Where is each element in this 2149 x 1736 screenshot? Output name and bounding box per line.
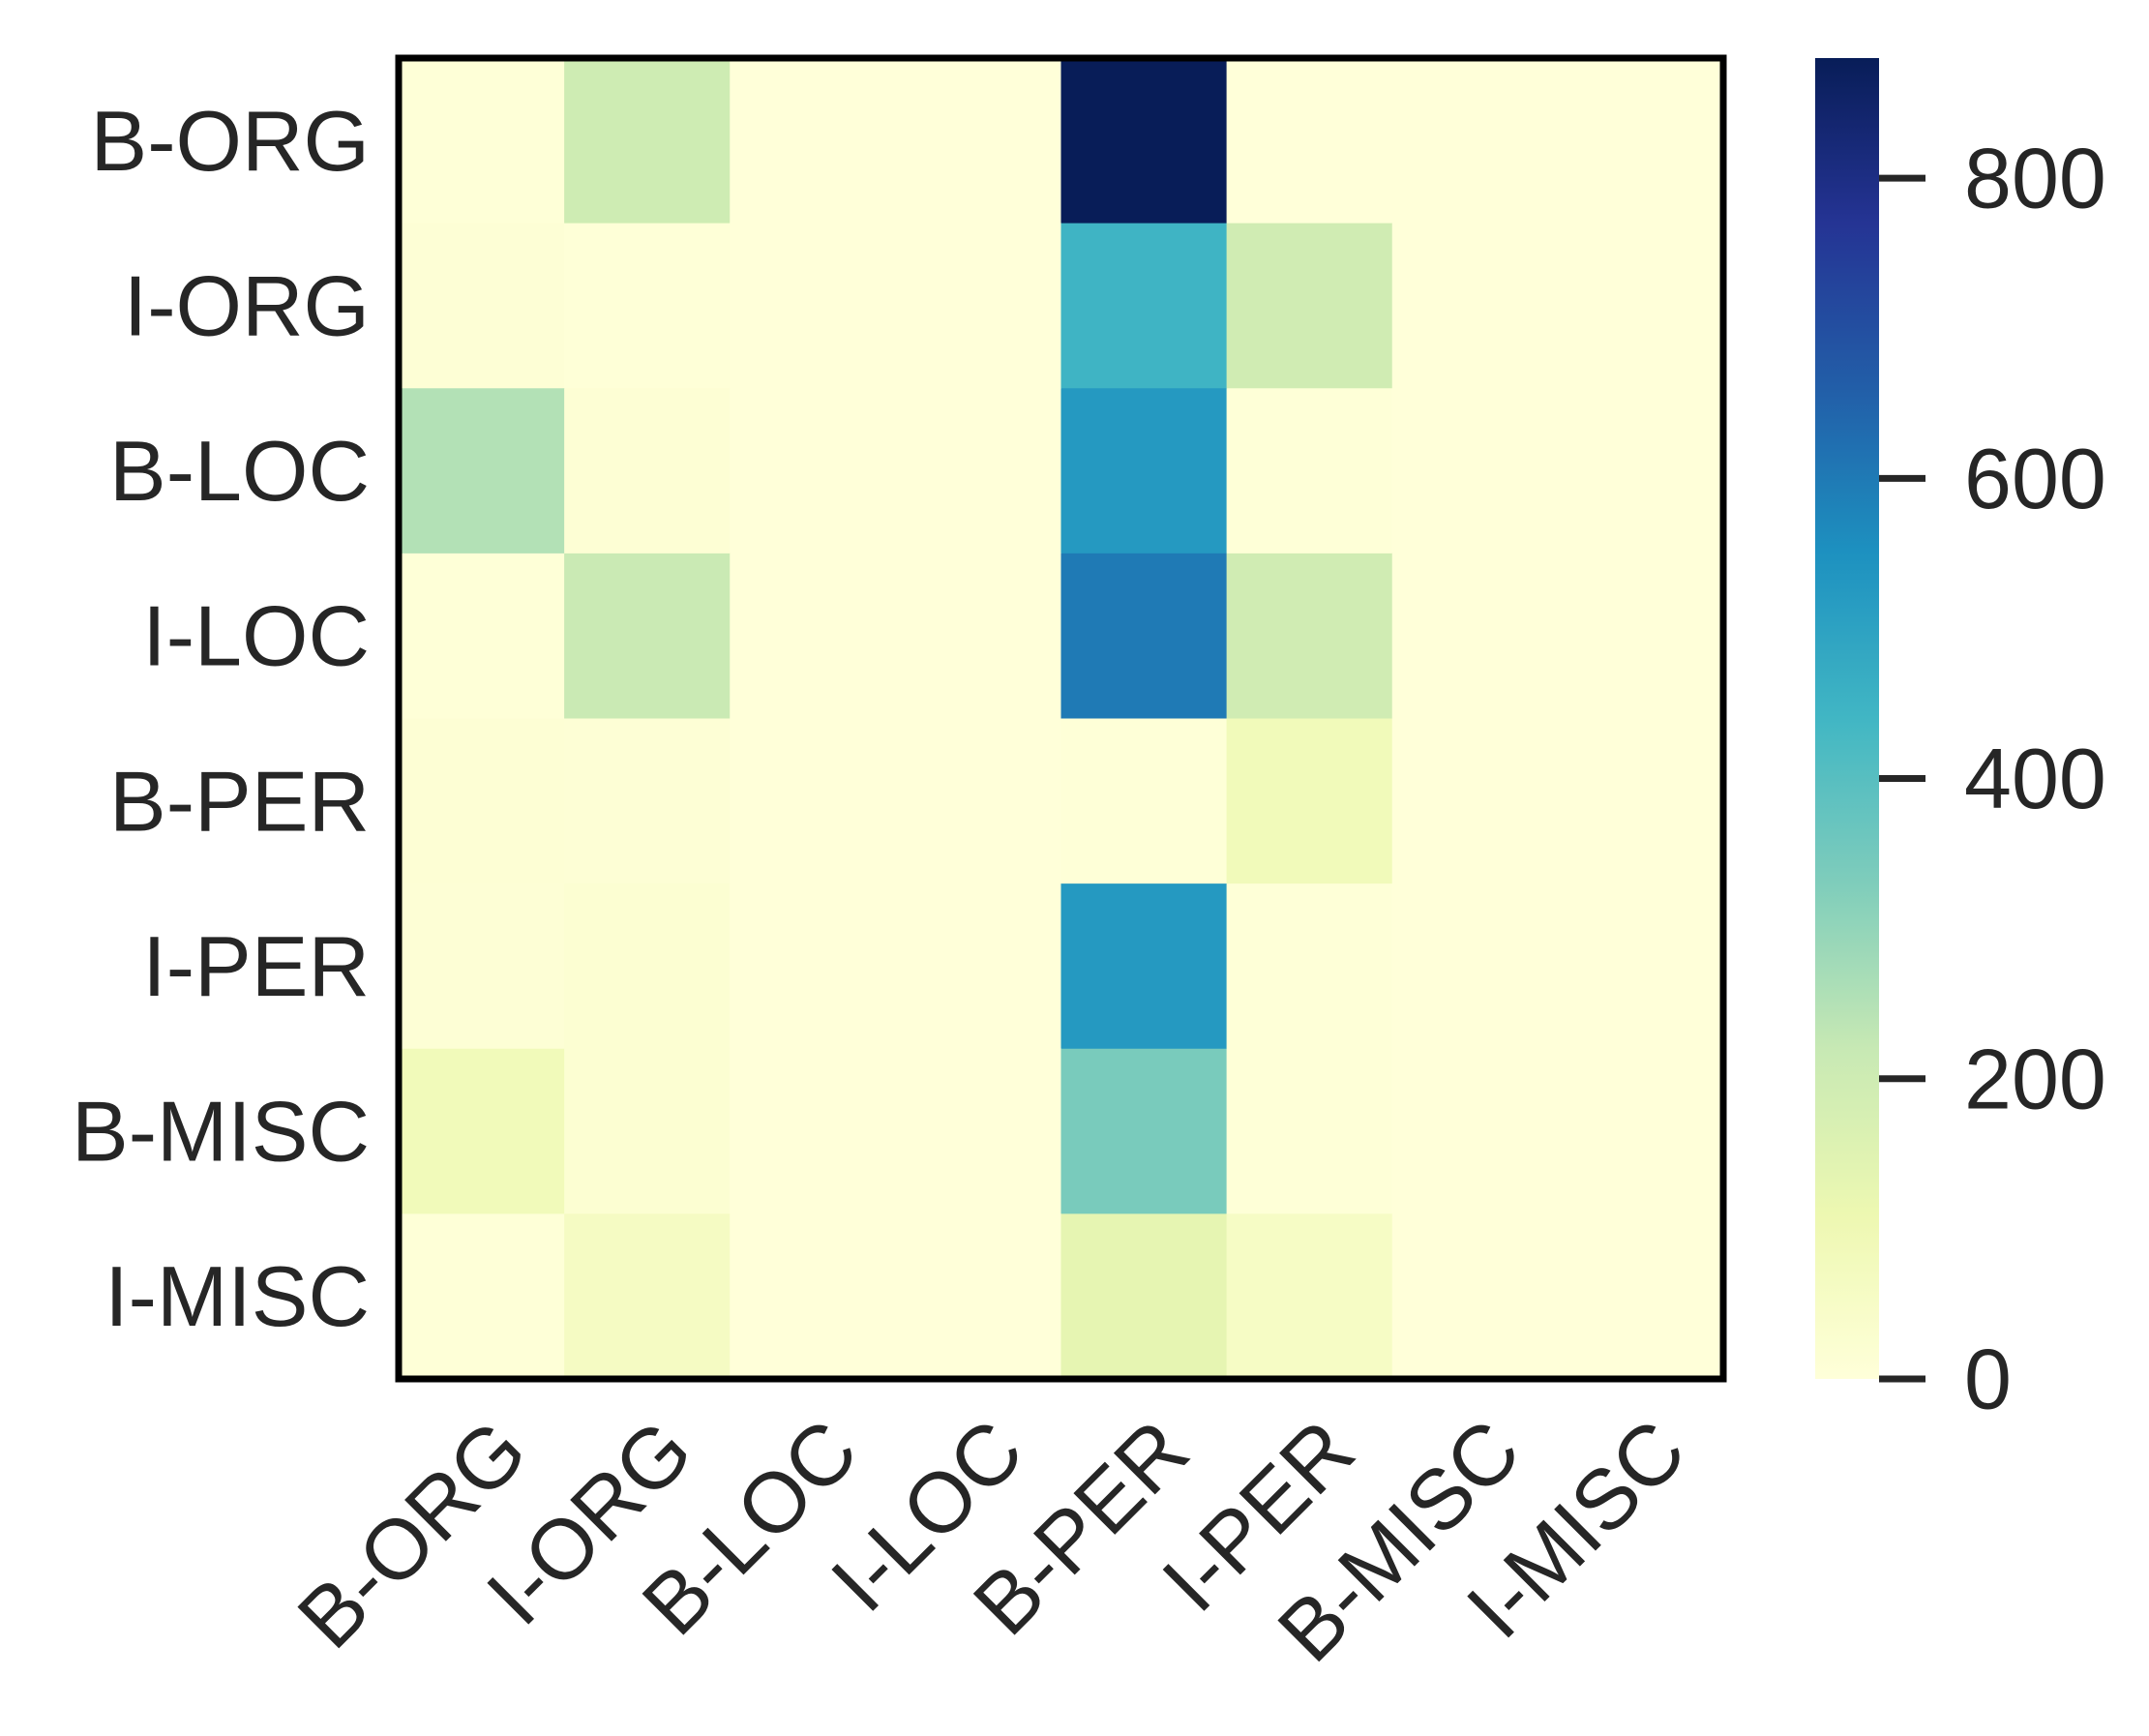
heatmap-cell [399,1048,565,1214]
heatmap-cell [895,883,1062,1050]
heatmap-cell [730,1213,896,1380]
heatmap-cell [1391,883,1559,1050]
heatmap-cell [1391,553,1559,720]
heatmap-cell [730,58,896,224]
heatmap-cell [730,883,896,1050]
heatmap-cell [1557,718,1724,884]
heatmap-cell [1226,883,1393,1050]
colorbar-tick-label: 400 [1964,731,2106,826]
heatmap-cell [1060,718,1228,884]
heatmap-cell [1391,1213,1559,1380]
heatmap-cell [1060,1213,1228,1380]
heatmap-cell [564,883,731,1050]
heatmap-cell [895,1213,1062,1380]
heatmap-cell [399,223,565,389]
colorbar-tick-label: 0 [1964,1332,2012,1427]
heatmap-cell [399,718,565,884]
heatmap-cell [1060,553,1228,720]
heatmap-cell [1060,58,1228,224]
heatmap-cells [399,58,1724,1380]
heatmap-cell [1226,718,1393,884]
colorbar-tick-label: 800 [1964,131,2106,226]
heatmap-cell [1060,223,1228,389]
heatmap-cell [895,718,1062,884]
heatmap-cell [730,388,896,554]
heatmap-cell [1557,223,1724,389]
y-tick-label: B-PER [109,753,370,849]
heatmap-cell [564,718,731,884]
heatmap-cell [1226,58,1393,224]
heatmap-cell [730,1048,896,1214]
heatmap-cell [1557,553,1724,720]
heatmap-cell [1557,1213,1724,1380]
heatmap-cell [564,1048,731,1214]
x-axis-tick-labels: B-ORGI-ORGB-LOCI-LOCB-PERI-PERB-MISCI-MI… [280,1401,1704,1680]
y-tick-label: I-MISC [104,1248,370,1344]
heatmap-cell [1391,58,1559,224]
heatmap-cell [895,1048,1062,1214]
heatmap-frame [395,54,1727,1383]
colorbar [1815,58,1879,1379]
heatmap-cell [1226,1213,1393,1380]
heatmap-cell [1226,388,1393,554]
heatmap-cell [1391,1048,1559,1214]
x-tick-label: B-ORG [280,1401,545,1666]
heatmap-cell [1557,883,1724,1050]
heatmap-cell [564,58,731,224]
heatmap-cell [1060,1048,1228,1214]
heatmap-cell [1226,1048,1393,1214]
heatmap-cell [1557,58,1724,224]
y-tick-label: I-PER [142,918,370,1014]
heatmap-cell [1226,223,1393,389]
y-axis-tick-labels: B-ORG I-ORG B-LOC I-LOC B-PER I-PER B-MISC I-MI… [72,93,370,1344]
y-tick-label: B-MISC [72,1084,370,1180]
heatmap-cell [564,388,731,554]
heatmap-cell [730,718,896,884]
heatmap-cell [564,223,731,389]
heatmap-cell [564,1213,731,1380]
heatmap-cell [399,1213,565,1380]
heatmap-cell [1391,718,1559,884]
heatmap-cell [730,553,896,720]
heatmap-cell [399,388,565,554]
heatmap-cell [1391,223,1559,389]
heatmap-cell [895,388,1062,554]
colorbar-tick-label: 200 [1964,1031,2106,1126]
heatmap-cell [895,553,1062,720]
heatmap-cell [1557,1048,1724,1214]
heatmap-cell [399,883,565,1050]
y-tick-label: B-LOC [109,423,370,519]
heatmap-cell [564,553,731,720]
heatmap-cell [730,223,896,389]
colorbar-tick-label: 600 [1964,431,2106,526]
heatmap-cell [895,58,1062,224]
y-tick-label: I-LOC [142,588,370,684]
heatmap-cell [1557,388,1724,554]
heatmap-cell [895,223,1062,389]
heatmap-cell [1060,388,1228,554]
heatmap-cell [1226,553,1393,720]
y-tick-label: I-ORG [124,257,370,353]
heatmap-cell [1391,388,1559,554]
heatmap-cell [1060,883,1228,1050]
colorbar-ticks: 0 200 400 600 800 [1879,131,2106,1427]
y-tick-label: B-ORG [91,93,370,189]
heatmap-cell [399,553,565,720]
heatmap-cell [399,58,565,224]
